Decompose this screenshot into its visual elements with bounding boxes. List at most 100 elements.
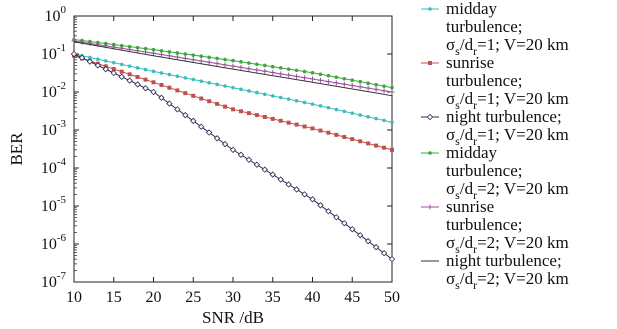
data-point [119,62,124,67]
data-point [302,69,307,74]
data-point [159,71,164,75]
data-point [102,66,109,73]
y-tick-base: 10 [41,236,57,253]
data-point [223,104,228,109]
data-point [79,39,85,45]
data-point [350,137,355,142]
data-point [198,123,205,130]
data-point [278,95,283,100]
data-point [342,135,347,140]
data-point [277,176,284,183]
legend-label: night turbulence; [446,107,562,126]
y-tick-exponent: -1 [57,42,66,54]
series-6 [73,41,393,97]
data-point [104,59,108,63]
data-point [263,63,267,68]
legend-marker [426,113,434,121]
data-point [285,181,292,188]
data-point [293,186,300,193]
data-point [247,61,251,65]
data-point [270,116,275,121]
data-point [207,80,211,85]
x-axis-ticks: 10 15 20 25 30 35 40 45 50 [66,16,400,306]
data-point [215,82,219,87]
y-tick-base: 10 [41,122,57,139]
data-point [70,50,78,58]
series-5 [71,38,395,95]
legend-marker [428,61,432,65]
data-point [230,63,236,69]
data-point [390,147,394,152]
data-point [374,82,378,87]
data-point [358,139,363,144]
data-point [88,55,92,60]
data-point [199,54,203,59]
y-axis-title: BER [7,132,26,166]
data-point [286,97,291,101]
data-point [366,115,370,119]
data-point [190,57,196,63]
legend-marker [428,151,432,155]
data-point [333,214,340,221]
y-tick-label: 10-6 [41,232,67,253]
data-point [238,64,244,70]
data-point [182,111,189,119]
y-tick-exponent: -7 [57,270,67,282]
data-point [302,75,308,81]
data-point [390,120,394,125]
data-point [182,55,188,61]
legend-marker [427,204,433,210]
data-point [142,85,149,92]
legend-label: sunrise [446,197,494,216]
data-point [261,166,268,173]
data-point [309,196,316,203]
data-point [278,71,284,77]
data-point [127,64,132,68]
data-point [253,161,261,168]
x-tick-label: 50 [384,289,400,306]
data-point [78,54,86,61]
data-point [302,100,307,105]
data-point [286,72,292,78]
legend-label: midday [446,143,497,162]
data-point [191,53,196,57]
data-point [166,53,172,59]
data-point [199,79,203,83]
data-point [310,102,315,106]
data-point [317,77,323,83]
legend-label: night turbulence; [446,251,562,270]
data-point [191,93,196,98]
data-point [286,120,291,125]
data-point [366,81,370,86]
data-point [380,249,388,257]
legend-entry-6: night turbulence;σs/dr=2; V=20 km [421,251,569,292]
data-point [167,85,172,90]
y-tick-base: 10 [45,8,61,25]
data-point [254,67,260,73]
y-tick-exponent: -2 [57,80,66,92]
data-point [151,47,156,52]
data-point [167,50,172,54]
x-tick-label: 25 [185,289,201,306]
y-tick-base: 10 [41,46,57,63]
data-point [334,107,339,112]
x-axis-title: SNR /dB [202,308,264,327]
y-tick-exponent: -5 [57,194,67,206]
data-point [374,143,379,148]
data-point [206,59,212,65]
data-point [134,81,141,88]
data-point [118,73,125,80]
data-point [143,77,148,82]
data-point [245,156,253,163]
data-point [310,71,315,75]
series-layer [70,37,396,263]
data-point [110,69,117,77]
data-point [372,243,380,251]
data-point [350,78,355,83]
data-point [270,94,275,98]
data-point [190,117,197,125]
data-point [325,208,332,215]
data-point [349,82,355,88]
data-point [222,62,228,68]
